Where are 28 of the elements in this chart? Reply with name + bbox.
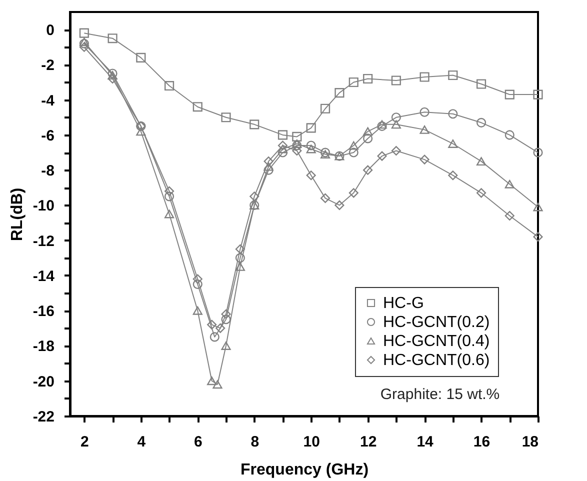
legend-label: HC-GCNT(0.2) [383,314,490,331]
x-tick-label: 12 [360,434,377,450]
annotation: Graphite: 15 wt.% [380,386,500,403]
legend-label: HC-G [383,295,424,312]
x-tick-label: 10 [303,434,320,450]
x-tick-label: 2 [80,434,89,450]
y-tick-label: -8 [41,162,54,180]
y-tick-label: -6 [41,127,54,144]
y-tick-label: -14 [32,268,56,285]
x-axis-title: Frequency (GHz) [240,462,369,478]
y-tick-label: -4 [41,92,56,110]
y-tick-label: -16 [32,303,54,320]
y-tick-label: -2 [41,57,54,74]
y-axis-title: RL(dB) [8,188,26,242]
x-tick-label: 14 [416,434,434,450]
x-tick-label: 16 [473,434,490,450]
x-tick-label: 4 [137,434,146,450]
x-tick-label: 8 [250,434,260,450]
x-tick-label: 6 [194,434,202,450]
y-tick-label: -18 [32,338,54,356]
y-tick-label: -20 [32,373,54,390]
y-tick-label: 0 [46,22,54,40]
legend-label: HC-GCNT(0.4) [383,333,490,350]
y-tick-label: -22 [32,408,54,426]
y-tick-label: -12 [32,232,54,250]
y-tick-label: -10 [32,198,54,215]
legend-label: HC-GCNT(0.6) [383,352,490,369]
x-tick-label: 18 [522,434,538,450]
